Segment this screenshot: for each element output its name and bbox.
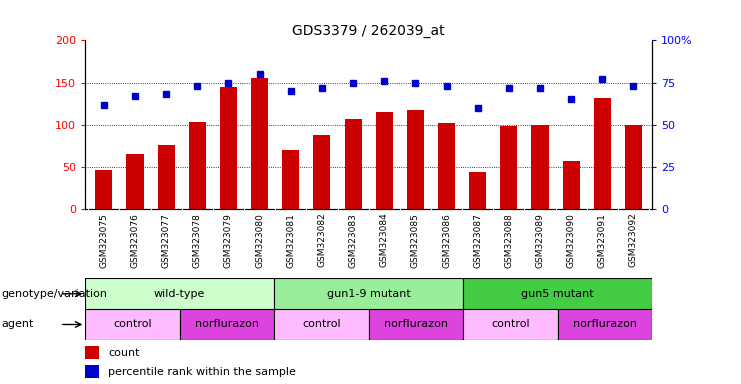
Bar: [557, 309, 652, 340]
Bar: [179, 309, 274, 340]
Bar: [469, 172, 486, 209]
Text: norflurazon: norflurazon: [195, 319, 259, 329]
Bar: [96, 170, 113, 209]
Bar: [376, 112, 393, 209]
Bar: [85, 309, 179, 340]
Text: GSM323088: GSM323088: [505, 213, 514, 268]
Bar: [500, 126, 517, 209]
Text: GSM323090: GSM323090: [567, 213, 576, 268]
Text: GSM323075: GSM323075: [99, 213, 108, 268]
Text: agent: agent: [1, 319, 34, 329]
Text: GSM323080: GSM323080: [255, 213, 264, 268]
Bar: [369, 309, 463, 340]
Bar: [274, 309, 368, 340]
Bar: [251, 78, 268, 209]
Bar: [85, 278, 274, 309]
Text: percentile rank within the sample: percentile rank within the sample: [108, 367, 296, 377]
Text: GSM323084: GSM323084: [379, 213, 389, 268]
Text: norflurazon: norflurazon: [573, 319, 637, 329]
Bar: [127, 154, 144, 209]
Bar: [625, 125, 642, 209]
Bar: [189, 122, 206, 209]
Bar: [313, 135, 330, 209]
Bar: [594, 98, 611, 209]
Bar: [407, 109, 424, 209]
Text: GSM323091: GSM323091: [598, 213, 607, 268]
Text: control: control: [113, 319, 152, 329]
Text: GSM323078: GSM323078: [193, 213, 202, 268]
Bar: [463, 278, 652, 309]
Bar: [345, 119, 362, 209]
Text: GSM323081: GSM323081: [286, 213, 295, 268]
Bar: [274, 278, 463, 309]
Bar: [85, 365, 99, 378]
Bar: [85, 346, 99, 359]
Text: GSM323077: GSM323077: [162, 213, 170, 268]
Bar: [531, 125, 548, 209]
Bar: [282, 150, 299, 209]
Text: count: count: [108, 348, 139, 358]
Text: GSM323079: GSM323079: [224, 213, 233, 268]
Text: control: control: [302, 319, 341, 329]
Bar: [220, 87, 237, 209]
Bar: [463, 309, 557, 340]
Text: gun1-9 mutant: gun1-9 mutant: [327, 289, 411, 299]
Text: GSM323085: GSM323085: [411, 213, 420, 268]
Text: GSM323086: GSM323086: [442, 213, 451, 268]
Text: GSM323087: GSM323087: [473, 213, 482, 268]
Text: norflurazon: norflurazon: [384, 319, 448, 329]
Text: GSM323089: GSM323089: [536, 213, 545, 268]
Bar: [562, 161, 579, 209]
Text: GSM323083: GSM323083: [348, 213, 358, 268]
Text: GSM323092: GSM323092: [629, 213, 638, 268]
Text: GSM323076: GSM323076: [130, 213, 139, 268]
Text: control: control: [491, 319, 530, 329]
Text: gun5 mutant: gun5 mutant: [521, 289, 594, 299]
Title: GDS3379 / 262039_at: GDS3379 / 262039_at: [293, 24, 445, 38]
Text: GSM323082: GSM323082: [317, 213, 327, 268]
Bar: [158, 145, 175, 209]
Text: wild-type: wild-type: [154, 289, 205, 299]
Bar: [438, 123, 455, 209]
Text: genotype/variation: genotype/variation: [1, 289, 107, 299]
